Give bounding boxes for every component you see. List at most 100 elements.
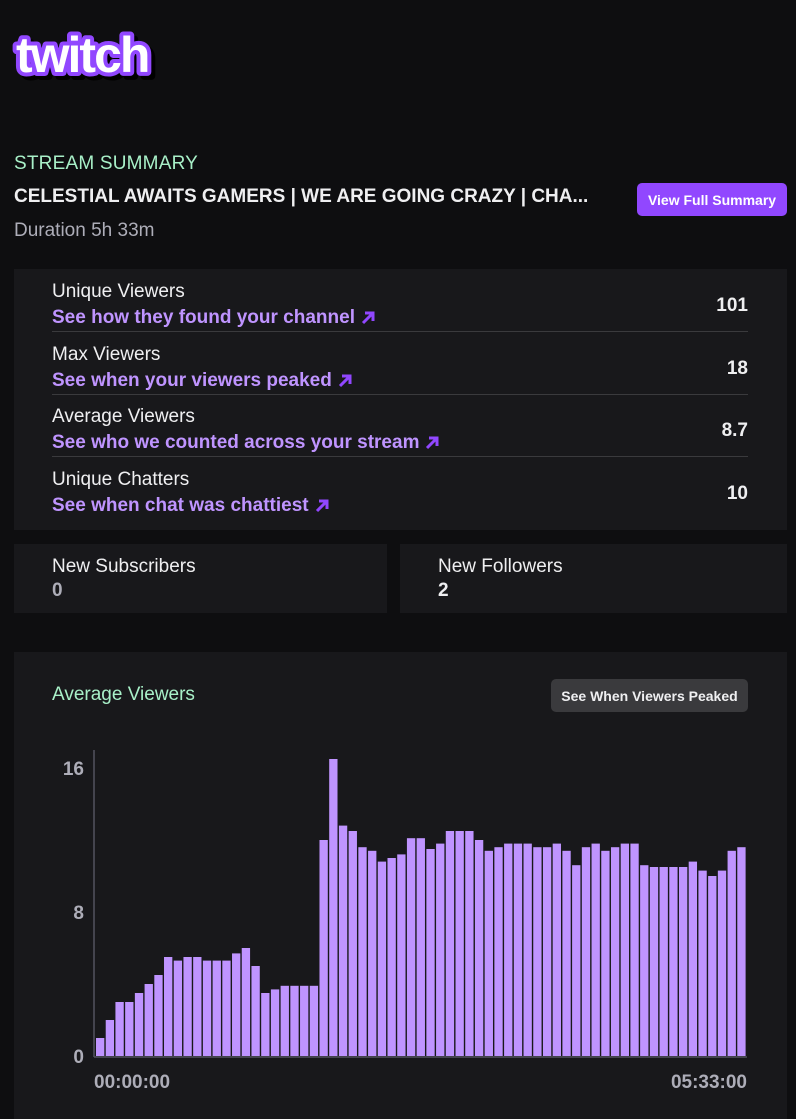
chart-bar[interactable] (562, 850, 571, 1056)
chart-bar[interactable] (368, 850, 377, 1056)
stream-duration: Duration 5h 33m (14, 220, 155, 241)
chart-bar[interactable] (397, 854, 406, 1056)
chart-bar[interactable] (416, 838, 425, 1056)
chart-bar[interactable] (377, 861, 387, 1056)
chart-bar[interactable] (251, 966, 260, 1056)
chart-bar[interactable] (338, 825, 348, 1056)
stat-value: 10 (726, 483, 748, 504)
chart-bar[interactable] (688, 861, 698, 1056)
chart-bar[interactable] (649, 867, 659, 1056)
chart-bar[interactable] (329, 759, 338, 1056)
chart-bar[interactable] (494, 847, 503, 1056)
chart-bar[interactable] (134, 993, 144, 1056)
chart-bar[interactable] (280, 985, 289, 1056)
chart-bar[interactable] (212, 960, 221, 1056)
svg-text:twitch: twitch (16, 30, 148, 83)
chart-bar[interactable] (591, 843, 600, 1056)
chart-bar[interactable] (581, 847, 591, 1056)
stats-card: Unique Viewers See how they found your c… (14, 269, 787, 530)
chart-bar[interactable] (193, 957, 202, 1056)
chart-bar[interactable] (620, 843, 630, 1056)
stat-label: Unique Viewers (52, 281, 185, 302)
stat-link-text: See when chat was chattiest (52, 495, 309, 516)
stat-link-max-viewers[interactable]: See when your viewers peaked (52, 370, 354, 392)
y-tick-label: 0 (73, 1047, 84, 1068)
stat-row-unique-viewers: Unique Viewers See how they found your c… (52, 269, 748, 332)
average-viewers-chart-card: Average Viewers See When Viewers Peaked … (14, 652, 787, 1119)
stream-title: CELESTIAL AWAITS GAMERS | WE ARE GOING C… (14, 186, 589, 207)
chart-bar[interactable] (96, 1038, 105, 1056)
stat-link-unique-viewers[interactable]: See how they found your channel (52, 307, 377, 329)
stat-row-unique-chatters: Unique Chatters See when chat was chatti… (52, 457, 748, 519)
stat-row-max-viewers: Max Viewers See when your viewers peaked… (52, 332, 748, 395)
chart-bar[interactable] (542, 847, 552, 1056)
chart-bar[interactable] (183, 957, 192, 1056)
chart-bar[interactable] (601, 850, 610, 1056)
stat-link-text: See when your viewers peaked (52, 370, 332, 391)
chart-bar[interactable] (572, 865, 581, 1056)
chart-bar[interactable] (669, 867, 678, 1056)
chart-bar[interactable] (309, 985, 319, 1056)
stat-value: 8.7 (721, 420, 748, 441)
average-viewers-bar-chart: 0 8 16 00:00:00 05:33:00 (63, 750, 747, 1093)
chart-bar[interactable] (261, 993, 270, 1056)
chart-bar[interactable] (552, 843, 561, 1056)
new-subscribers-value: 0 (52, 580, 63, 601)
chart-bar[interactable] (125, 1002, 134, 1056)
chart-bar[interactable] (698, 870, 707, 1056)
chart-bar[interactable] (173, 960, 183, 1056)
chart-bar[interactable] (222, 960, 231, 1056)
chart-bar[interactable] (455, 831, 464, 1056)
stat-label: Max Viewers (52, 344, 161, 365)
twitch-logo: twitch twitch (12, 30, 158, 90)
external-arrow-icon (361, 311, 375, 325)
chart-bar[interactable] (300, 985, 309, 1056)
summary-kicker: STREAM SUMMARY (14, 153, 199, 174)
chart-bar[interactable] (144, 984, 153, 1056)
chart-bar[interactable] (232, 953, 241, 1056)
chart-bar[interactable] (164, 957, 173, 1056)
see-when-viewers-peaked-button[interactable]: See When Viewers Peaked (551, 679, 748, 712)
chart-bar[interactable] (115, 1002, 124, 1056)
external-arrow-icon (315, 499, 329, 513)
new-followers-label: New Followers (438, 556, 563, 577)
stat-link-average-viewers[interactable]: See who we counted across your stream (52, 432, 441, 454)
chart-bar[interactable] (737, 847, 746, 1056)
chart-bar[interactable] (426, 849, 435, 1056)
chart-bar[interactable] (484, 850, 493, 1056)
chart-bar[interactable] (504, 843, 513, 1056)
chart-bar[interactable] (523, 843, 532, 1056)
chart-bar[interactable] (270, 989, 280, 1056)
chart-bar[interactable] (241, 948, 251, 1056)
external-arrow-icon (338, 374, 352, 388)
chart-bar[interactable] (474, 840, 484, 1056)
chart-bar[interactable] (436, 843, 445, 1056)
chart-bar[interactable] (513, 843, 523, 1056)
view-full-summary-button[interactable]: View Full Summary (637, 183, 787, 216)
stat-link-unique-chatters[interactable]: See when chat was chattiest (52, 495, 331, 517)
chart-bar[interactable] (154, 975, 163, 1056)
chart-bar[interactable] (358, 847, 367, 1056)
chart-bar[interactable] (727, 850, 736, 1056)
chart-bar[interactable] (387, 858, 396, 1056)
chart-bar[interactable] (640, 865, 649, 1056)
chart-bar[interactable] (465, 831, 474, 1056)
chart-bar[interactable] (659, 867, 668, 1056)
chart-bar[interactable] (630, 843, 639, 1056)
y-tick-label: 16 (63, 759, 84, 780)
new-followers-card: New Followers 2 (400, 544, 787, 613)
chart-bar[interactable] (290, 985, 299, 1056)
chart-bar[interactable] (717, 870, 727, 1056)
chart-bar[interactable] (105, 1020, 115, 1056)
chart-bar[interactable] (348, 831, 357, 1056)
new-subscribers-label: New Subscribers (52, 556, 196, 577)
chart-bar[interactable] (406, 838, 416, 1056)
chart-bar[interactable] (202, 960, 212, 1056)
chart-bar[interactable] (445, 831, 455, 1056)
chart-bar[interactable] (708, 876, 717, 1056)
chart-bar[interactable] (319, 840, 328, 1056)
chart-bar[interactable] (678, 867, 688, 1056)
stat-value: 18 (726, 358, 748, 379)
chart-bar[interactable] (610, 847, 620, 1056)
chart-bar[interactable] (533, 847, 542, 1056)
